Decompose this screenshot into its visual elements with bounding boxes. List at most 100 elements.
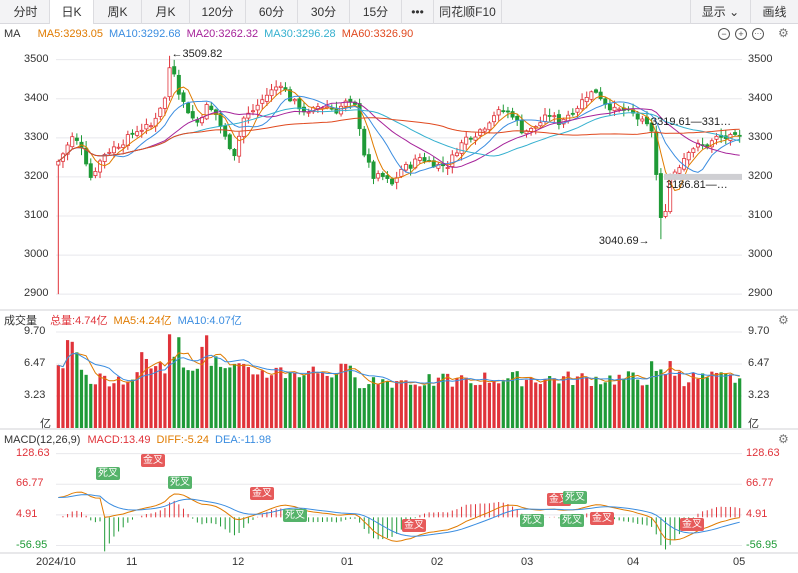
volume-bar xyxy=(487,382,491,428)
candle-body xyxy=(505,110,510,113)
volume-bar xyxy=(251,374,255,428)
candle-body xyxy=(107,151,112,154)
volume-bar xyxy=(724,373,728,428)
tab-0[interactable]: 分时 xyxy=(2,0,50,24)
draw-line-button[interactable]: 画线 xyxy=(750,0,798,24)
tab-9[interactable]: 同花顺F10 xyxy=(434,0,502,24)
candle-body xyxy=(487,122,492,131)
volume-bar xyxy=(701,373,705,428)
volume-bar xyxy=(135,372,139,428)
tab-3[interactable]: 月K xyxy=(142,0,190,24)
volume-bar xyxy=(167,334,172,428)
period-tab-bar: 分时 日K 周K 月K 120分 60分 30分 15分 ••• 同花顺F10 显示 ⌄ 画线 xyxy=(0,0,798,24)
candle-body xyxy=(575,107,580,113)
x-axis-label-7: 05 xyxy=(733,556,746,568)
volume-panel-name: 成交量 xyxy=(4,315,37,327)
volume-bar xyxy=(696,378,700,428)
candle-body xyxy=(510,111,515,118)
candle-body xyxy=(306,111,311,114)
candle-body xyxy=(176,74,181,95)
volume-bar xyxy=(358,388,362,428)
volume-bar xyxy=(603,382,607,428)
zoom-in-button[interactable]: + xyxy=(735,28,747,40)
volume-bar xyxy=(571,385,575,428)
tab-4[interactable]: 120分 xyxy=(190,0,246,24)
macd-settings-gear-icon[interactable]: ⚙ xyxy=(778,432,789,446)
macd-tick-right-0: 128.63 xyxy=(746,446,780,459)
volume-bar xyxy=(158,362,162,428)
candle-body xyxy=(408,164,413,169)
volume-bar xyxy=(510,372,515,428)
volume-bar xyxy=(538,384,542,428)
volume-bar xyxy=(186,370,190,428)
volume-tick-right-2: 3.23 xyxy=(748,389,770,402)
volume-bar xyxy=(650,361,654,428)
volume_panel-legend-0: 总量:4.74亿 xyxy=(50,315,108,327)
macd-signal-badge-0: 死叉 xyxy=(96,467,120,480)
volume-bar xyxy=(561,376,566,428)
candle-body xyxy=(598,91,603,100)
volume-bar xyxy=(497,383,501,428)
main-panel-name: MA xyxy=(4,28,21,40)
candle-body xyxy=(255,104,260,111)
volume-bar xyxy=(274,367,278,428)
price-tick-left-2: 3300 xyxy=(24,130,49,143)
candle-body xyxy=(343,100,348,107)
price-tick-left-6: 2900 xyxy=(24,287,49,300)
macd-signal-badge-4: 死叉 xyxy=(283,509,307,522)
candle-body xyxy=(570,112,575,115)
macd_panel-legend-0: MACD:13.49 xyxy=(87,434,151,446)
volume-bar xyxy=(61,368,65,428)
volume-bar xyxy=(395,381,399,428)
main-settings-gear-icon[interactable]: ⚙ xyxy=(778,26,789,40)
tab-6[interactable]: 30分 xyxy=(298,0,350,24)
selection-band xyxy=(664,173,742,180)
tab-1[interactable]: 日K xyxy=(50,0,94,24)
candle-body xyxy=(297,98,302,110)
volume-bar xyxy=(566,371,570,428)
volume-bar xyxy=(441,373,445,428)
candle-body xyxy=(459,142,464,154)
volume-bar xyxy=(223,368,227,428)
tab-7[interactable]: 15分 xyxy=(350,0,402,24)
macd-signal-badge-10: 死叉 xyxy=(560,514,584,527)
candle-body xyxy=(186,102,191,114)
x-axis-label-0: 2024/10 xyxy=(36,556,76,568)
macd-signal-badge-11: 金叉 xyxy=(680,518,704,531)
volume-bar xyxy=(548,376,552,428)
display-menu-button[interactable]: 显示 ⌄ xyxy=(690,0,750,24)
main_panel-legend-1: MA10:3292.68 xyxy=(109,28,181,40)
tab-8[interactable]: ••• xyxy=(402,0,434,24)
candle-body xyxy=(385,175,390,179)
candle-body xyxy=(149,125,154,128)
tab-2[interactable]: 周K xyxy=(94,0,142,24)
more-options-button[interactable]: ··· xyxy=(752,28,764,40)
volume-bar xyxy=(293,373,297,428)
price-tick-right-2: 3300 xyxy=(748,130,773,143)
volume-bar xyxy=(534,382,538,428)
macd-tick-right-3: -56.95 xyxy=(746,538,778,551)
zoom-out-button[interactable]: − xyxy=(718,28,730,40)
candle-body xyxy=(121,144,126,148)
tab-5[interactable]: 60分 xyxy=(246,0,298,24)
volume-bar xyxy=(413,384,417,428)
volume-settings-gear-icon[interactable]: ⚙ xyxy=(778,313,789,327)
candle-body xyxy=(445,167,450,169)
candle-body xyxy=(237,135,242,157)
ma20-line xyxy=(57,101,740,168)
volume-bar xyxy=(483,372,487,428)
volume-bar xyxy=(608,375,612,428)
candle-body xyxy=(366,154,371,163)
volume-bar xyxy=(163,373,167,428)
candle-body xyxy=(580,99,585,110)
volume-bar xyxy=(594,376,598,428)
candle-body xyxy=(677,167,682,174)
volume-bar xyxy=(269,375,274,428)
volume-bar xyxy=(214,356,218,428)
volume-bar xyxy=(673,375,677,428)
volume-bar xyxy=(209,365,213,428)
macd_panel-legend-2: DEA:-11.98 xyxy=(215,434,272,446)
macd-tick-left-2: 4.91 xyxy=(16,507,38,520)
